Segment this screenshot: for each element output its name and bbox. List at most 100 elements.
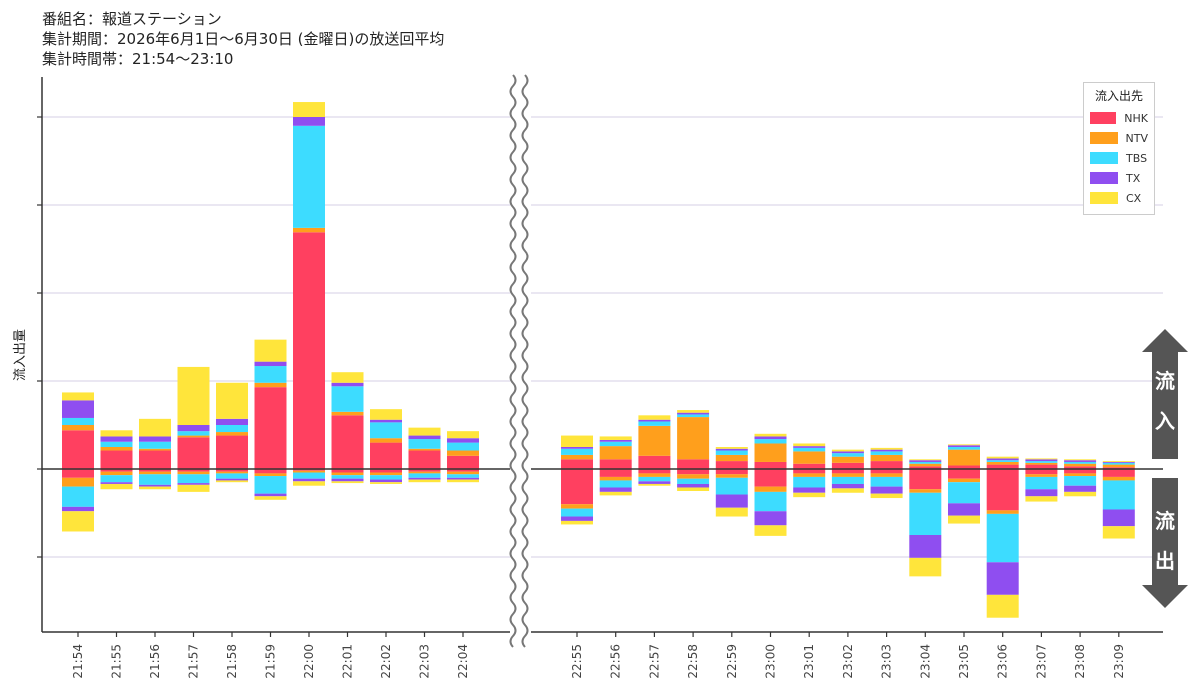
x-tick-label: 23:02: [841, 644, 855, 679]
bar-segment-outflow-nhk: [254, 469, 287, 474]
bar-segment-inflow-tx: [254, 361, 287, 367]
bar-segment-inflow-tbs: [638, 421, 671, 426]
bar-segment-outflow-tbs: [62, 486, 94, 507]
bar-segment-inflow-ntv: [870, 454, 903, 462]
bar-segment-inflow-tx: [216, 418, 248, 425]
bar-segment-outflow-cx: [1064, 491, 1097, 497]
bar-segment-outflow-tbs: [677, 478, 710, 484]
x-tick-label: 22:03: [418, 644, 432, 679]
bar-segment-outflow-ntv: [331, 472, 364, 476]
bar-segment-outflow-cx: [408, 479, 441, 483]
outflow-arrow: [1142, 478, 1188, 608]
legend-item-cx: CX: [1090, 188, 1148, 208]
bar-segment-inflow-tbs: [293, 125, 325, 228]
bar-segment-inflow-cx: [638, 415, 671, 420]
bar-segment-outflow-tx: [447, 477, 479, 480]
bar-segment-inflow-tbs: [139, 441, 171, 449]
bar-segment-inflow-cx: [1102, 461, 1135, 462]
inflow-arrow-label-2: 入: [1155, 409, 1175, 433]
bar-segment-outflow-ntv: [62, 477, 94, 487]
bar-segment-outflow-nhk: [599, 469, 632, 477]
x-tick-label: 23:00: [764, 644, 778, 679]
bar-segment-inflow-nhk: [100, 450, 133, 469]
x-tick-label: 22:01: [341, 644, 355, 679]
x-tick-label: 22:55: [570, 644, 584, 679]
x-tick-label: 23:01: [802, 644, 816, 679]
bar-segment-inflow-nhk: [986, 464, 1019, 469]
bar-segment-inflow-cx: [561, 435, 593, 447]
bar-segment-outflow-ntv: [1064, 473, 1097, 477]
bar-segment-outflow-nhk: [754, 469, 787, 487]
bar-segment-inflow-ntv: [677, 417, 710, 460]
bar-segment-inflow-tx: [986, 458, 1019, 461]
bar-segment-inflow-tbs: [447, 442, 479, 451]
bar-segment-inflow-tx: [831, 451, 864, 454]
bar-segment-inflow-tbs: [216, 425, 248, 433]
bar-segment-outflow-tbs: [831, 476, 864, 484]
bar-segment-outflow-nhk: [638, 469, 671, 474]
bar-segment-inflow-cx: [715, 447, 748, 449]
bar-segment-outflow-nhk: [331, 469, 364, 473]
bar-segment-inflow-tx: [408, 435, 441, 440]
bar-segment-outflow-cx: [331, 481, 364, 484]
bar-segment-outflow-tbs: [948, 482, 980, 504]
bar-segment-outflow-ntv: [447, 471, 479, 475]
bar-segment-inflow-tx: [793, 446, 826, 448]
bar-segment-inflow-ntv: [447, 450, 479, 456]
bar-segment-outflow-cx: [370, 482, 402, 484]
bar-segment-inflow-tbs: [1064, 461, 1097, 464]
legend-swatch: [1090, 192, 1118, 204]
bar-segment-inflow-tbs: [986, 460, 1019, 462]
bar-segment-inflow-nhk: [370, 442, 402, 469]
bar-segment-outflow-nhk: [139, 469, 171, 472]
bar-segment-outflow-tx: [408, 477, 441, 480]
bar-segment-outflow-tx: [1064, 485, 1097, 492]
bar-segment-inflow-tx: [293, 117, 325, 126]
bar-segment-outflow-tx: [331, 478, 364, 482]
x-tick-label: 21:59: [264, 644, 278, 679]
x-tick-label: 21:54: [71, 644, 85, 679]
bar-segment-outflow-nhk: [948, 469, 980, 479]
bar-segment-outflow-tx: [1102, 509, 1135, 527]
bar-segment-inflow-tbs: [331, 386, 364, 412]
legend-item-nhk: NHK: [1090, 108, 1148, 128]
bar-segment-outflow-tbs: [370, 475, 402, 480]
bar-segment-inflow-tbs: [754, 439, 787, 444]
bar-segment-outflow-tbs: [715, 477, 748, 495]
bar-segment-outflow-tbs: [638, 476, 671, 482]
bar-segment-inflow-nhk: [754, 461, 787, 469]
bar-segment-outflow-nhk: [408, 469, 441, 472]
bar-segment-inflow-ntv: [254, 382, 287, 388]
inflow-arrow-label-1: 流: [1155, 369, 1175, 393]
bar-segment-outflow-tx: [986, 562, 1019, 595]
bar-segment-inflow-tx: [62, 400, 94, 418]
bar-segment-inflow-tbs: [561, 448, 593, 455]
bar-segment-outflow-tbs: [754, 491, 787, 512]
x-tick-label: 22:58: [686, 644, 700, 679]
bar-segment-outflow-tx: [909, 535, 942, 558]
bar-segment-outflow-nhk: [715, 469, 748, 475]
bar-segment-outflow-cx: [447, 479, 479, 483]
bar-segment-inflow-ntv: [715, 454, 748, 462]
bar-segment-inflow-tx: [1025, 459, 1058, 462]
bar-segment-outflow-ntv: [793, 473, 826, 477]
bar-segment-outflow-ntv: [216, 471, 248, 474]
bar-segment-outflow-tbs: [100, 475, 133, 483]
bar-segment-inflow-cx: [986, 456, 1019, 459]
bar-segment-inflow-ntv: [216, 432, 248, 436]
bar-segment-outflow-tx: [254, 493, 287, 497]
bar-segment-outflow-ntv: [561, 504, 593, 509]
bar-segment-outflow-tx: [293, 478, 325, 482]
outflow-arrow-label-1: 流: [1155, 509, 1175, 533]
x-tick-label: 21:55: [110, 644, 124, 679]
legend-label: NHK: [1124, 111, 1148, 125]
bar-segment-outflow-cx: [870, 493, 903, 499]
bar-segment-outflow-tx: [754, 511, 787, 526]
legend-item-ntv: NTV: [1090, 128, 1148, 148]
bar-segment-outflow-cx: [677, 487, 710, 491]
bar-segment-outflow-nhk: [177, 469, 210, 472]
bar-segment-outflow-tbs: [909, 492, 942, 535]
bar-segment-inflow-tbs: [1025, 461, 1058, 463]
bar-segment-inflow-ntv: [370, 438, 402, 443]
bar-segment-outflow-tx: [599, 487, 632, 492]
